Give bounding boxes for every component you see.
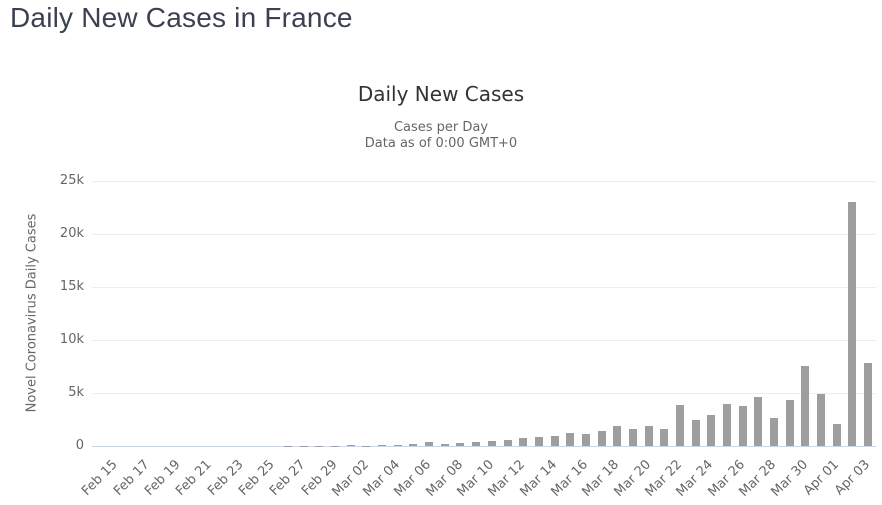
bar-mar-19[interactable] [613,426,622,446]
gridline-25000 [92,181,876,182]
bar-mar-15[interactable] [550,436,559,446]
x-axis-line [92,446,876,447]
bar-mar-13[interactable] [519,437,528,446]
gridline-5000 [92,393,876,394]
bar-mar-17[interactable] [581,434,590,446]
y-tick-label: 10k [59,332,84,347]
y-tick-label: 0 [75,438,84,453]
bar-mar-21[interactable] [644,426,653,446]
bar-mar-04[interactable] [378,445,387,446]
gridline-20000 [92,234,876,235]
bar-mar-09[interactable] [456,442,465,446]
bar-mar-22[interactable] [660,429,669,446]
bar-mar-18[interactable] [597,431,606,446]
y-tick-label: 5k [68,385,84,400]
chart-subtitle-line1: Cases per Day [393,120,489,135]
bar-mar-12[interactable] [503,439,512,446]
chart-subtitle-line2: Data as of 0:00 GMT+0 [364,136,518,151]
bar-mar-28[interactable] [754,397,763,446]
y-tick-label: 25k [59,173,84,188]
bar-mar-06[interactable] [409,443,418,446]
page-title: Daily New Cases in France [10,2,353,33]
bar-mar-31[interactable] [801,365,810,446]
bar-mar-02[interactable] [346,445,355,446]
bar-mar-11[interactable] [487,440,496,446]
bar-apr-04[interactable] [864,363,873,446]
bar-mar-30[interactable] [785,399,794,446]
bar-mar-20[interactable] [628,428,637,446]
gridline-15000 [92,287,876,288]
bar-mar-29[interactable] [770,418,779,446]
y-tick-label: 15k [59,279,84,294]
bar-mar-10[interactable] [472,442,481,446]
bar-mar-14[interactable] [534,437,543,446]
gridline-10000 [92,340,876,341]
bar-mar-16[interactable] [566,433,575,446]
bar-mar-27[interactable] [738,405,747,446]
bar-mar-08[interactable] [440,444,449,446]
y-axis-title: Novel Coronavirus Daily Cases [24,213,40,413]
bar-mar-25[interactable] [707,414,716,446]
chart-title: Daily New Cases [357,82,525,106]
bar-mar-23[interactable] [676,405,684,446]
bar-apr-02[interactable] [832,423,841,446]
bar-mar-07[interactable] [425,442,434,446]
y-tick-label: 20k [59,226,84,241]
bar-mar-26[interactable] [723,404,732,446]
bar-mar-05[interactable] [393,444,402,446]
bar-apr-01[interactable] [817,394,826,446]
bar-apr-03[interactable] [848,201,857,446]
bar-mar-24[interactable] [691,420,700,446]
